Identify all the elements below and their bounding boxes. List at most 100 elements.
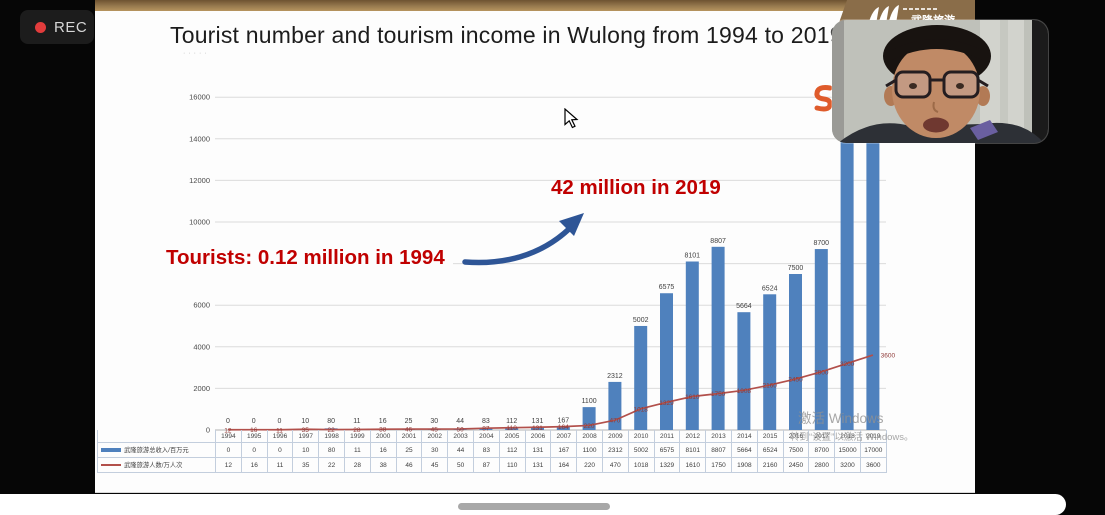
chart-data-table: 1994 1995 1996 1997 1998 1999 2000 2001 2002 2003… [97, 430, 887, 473]
year-header: 2017 [809, 430, 836, 443]
year-header: 2006 [525, 430, 552, 443]
legend-series-1: 武隆旅游人数/万人次 [98, 458, 216, 473]
orange-badge-icon[interactable] [812, 84, 834, 114]
table-value: 44 [448, 443, 474, 458]
table-value: 470 [602, 458, 629, 473]
year-header: 2001 [396, 430, 423, 443]
table-value: 2312 [602, 443, 629, 458]
table-value: 220 [577, 458, 603, 473]
year-header: 2018 [835, 430, 861, 443]
year-header: 1997 [293, 430, 320, 443]
table-value: 7500 [783, 443, 810, 458]
legend-bar-swatch [101, 448, 121, 452]
webcam-video[interactable] [832, 20, 1048, 143]
year-header: 2014 [731, 430, 758, 443]
year-header: 1995 [241, 430, 268, 443]
rec-label: REC [54, 18, 88, 36]
growth-arrow-icon [462, 213, 584, 266]
year-header: 2008 [577, 430, 603, 443]
mouse-cursor-icon [564, 108, 579, 129]
table-value: 2800 [809, 458, 836, 473]
presenter-face [892, 42, 980, 138]
table-value: 3600 [860, 458, 887, 473]
legend-label: 武隆旅游人数/万人次 [124, 461, 183, 469]
legend-label: 武隆旅游总收入/百万元 [124, 446, 189, 454]
table-value: 12 [216, 458, 242, 473]
table-value: 2160 [757, 458, 784, 473]
year-header: 2011 [654, 430, 681, 443]
presenter-person [832, 20, 1048, 143]
table-value: 0 [216, 443, 242, 458]
table-value: 83 [473, 443, 500, 458]
year-header: 2004 [473, 430, 500, 443]
table-value: 30 [422, 443, 449, 458]
table-value: 35 [293, 458, 320, 473]
table-value: 8101 [680, 443, 707, 458]
table-value: 38 [370, 458, 397, 473]
year-header: 1996 [267, 430, 294, 443]
legend-line-swatch [101, 464, 121, 466]
table-value: 1018 [628, 458, 655, 473]
table-value: 5664 [731, 443, 758, 458]
year-header: 2003 [448, 430, 474, 443]
presenter-mouth [923, 117, 949, 133]
slide-title: Tourist number and tourism income in Wul… [170, 22, 843, 48]
table-value: 16 [370, 443, 397, 458]
year-header: 2016 [783, 430, 810, 443]
table-value: 3200 [835, 458, 861, 473]
table-value: 1908 [731, 458, 758, 473]
rec-dot-icon [35, 21, 46, 33]
recording-indicator: REC [20, 10, 94, 44]
table-value: 15000 [835, 443, 861, 458]
year-header: 2002 [422, 430, 449, 443]
table-value: 28 [344, 458, 371, 473]
table-value: 87 [473, 458, 500, 473]
year-header: 2010 [628, 430, 655, 443]
table-value: 164 [551, 458, 578, 473]
year-header: 1994 [216, 430, 242, 443]
year-header: 2009 [602, 430, 629, 443]
annotation-tourists-1994: Tourists: 0.12 million in 1994 [166, 246, 453, 270]
year-header: 2013 [706, 430, 732, 443]
table-value: 0 [241, 443, 268, 458]
slide-top-band [95, 0, 975, 11]
year-header: 1999 [344, 430, 371, 443]
annotation-income-2019: 42 million in 2019 [551, 176, 721, 199]
table-value: 110 [499, 458, 526, 473]
table-value: 112 [499, 443, 526, 458]
table-value: 6575 [654, 443, 681, 458]
table-value: 22 [319, 458, 345, 473]
year-header: 2015 [757, 430, 784, 443]
table-value: 131 [525, 458, 552, 473]
table-value: 8700 [809, 443, 836, 458]
table-value: 1100 [577, 443, 603, 458]
table-value: 11 [344, 443, 371, 458]
year-header: 2019 [860, 430, 887, 443]
table-value: 50 [448, 458, 474, 473]
table-corner-cell [98, 430, 216, 443]
table-value: 25 [396, 443, 423, 458]
table-value: 2450 [783, 458, 810, 473]
year-header: 2005 [499, 430, 526, 443]
table-value: 1610 [680, 458, 707, 473]
year-header: 2007 [551, 430, 578, 443]
horizontal-scrollbar[interactable] [458, 503, 610, 510]
legend-series-0: 武隆旅游总收入/百万元 [98, 443, 216, 458]
table-value: 1750 [706, 458, 732, 473]
year-header: 1998 [319, 430, 345, 443]
table-value: 0 [267, 443, 294, 458]
table-value: 45 [422, 458, 449, 473]
table-value: 11 [267, 458, 294, 473]
table-value: 16 [241, 458, 268, 473]
table-value: 17000 [860, 443, 887, 458]
table-value: 80 [319, 443, 345, 458]
table-value: 10 [293, 443, 320, 458]
year-header: 2000 [370, 430, 397, 443]
bottom-bar [0, 494, 1066, 515]
presenter-collar [970, 120, 998, 140]
year-header: 2012 [680, 430, 707, 443]
table-value: 167 [551, 443, 578, 458]
title-underline-dots: ····· [183, 50, 210, 57]
table-value: 1329 [654, 458, 681, 473]
